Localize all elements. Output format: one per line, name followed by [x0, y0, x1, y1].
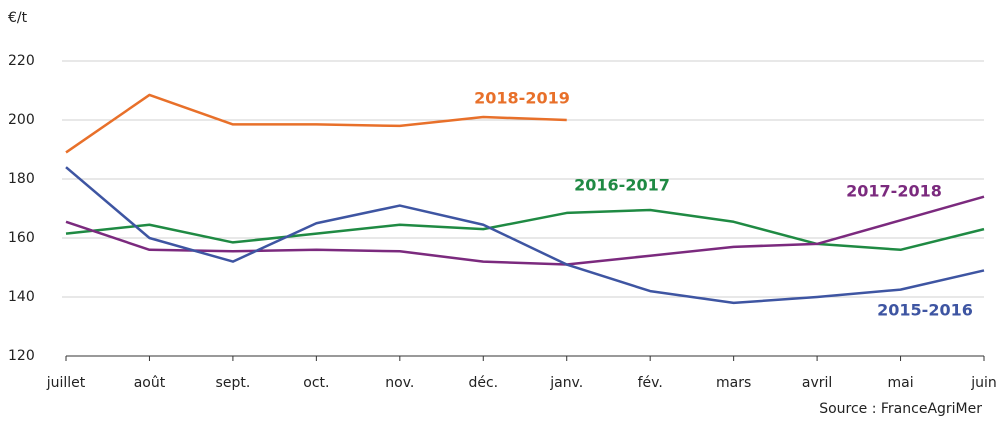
- series-label: 2015-2016: [877, 301, 973, 320]
- x-tick-label: déc.: [468, 375, 498, 391]
- series-line: [65, 195, 985, 266]
- x-tick-label: juin: [970, 375, 997, 391]
- x-tick-label: août: [134, 375, 166, 391]
- x-tick-label: juillet: [46, 375, 86, 391]
- x-tick-label: mars: [716, 375, 751, 391]
- x-tick-label: nov.: [385, 375, 414, 391]
- series-label: 2016-2017: [574, 176, 670, 195]
- y-tick-label: 140: [8, 289, 35, 305]
- source: Source : FranceAgriMer: [819, 401, 982, 417]
- y-tick-label: 120: [8, 348, 35, 364]
- y-tick-label: 180: [8, 171, 35, 187]
- y-tick-label: 200: [8, 112, 35, 128]
- x-tick-label: janv.: [549, 375, 583, 391]
- x-tick-label: sept.: [216, 375, 251, 391]
- x-tick-label: avril: [802, 375, 832, 391]
- y-tick-label: 220: [8, 53, 35, 69]
- series-label: 2018-2019: [474, 89, 570, 108]
- y-tick-label: 160: [8, 230, 35, 246]
- y-axis-label: €/t: [8, 10, 28, 26]
- series-line: [65, 166, 985, 305]
- series-line: [65, 93, 567, 154]
- x-tick-label: fév.: [638, 375, 663, 391]
- series-label: 2017-2018: [846, 182, 942, 201]
- x-tick-label: mai: [887, 375, 913, 391]
- series-line: [65, 208, 985, 252]
- x-tick-label: oct.: [303, 375, 329, 391]
